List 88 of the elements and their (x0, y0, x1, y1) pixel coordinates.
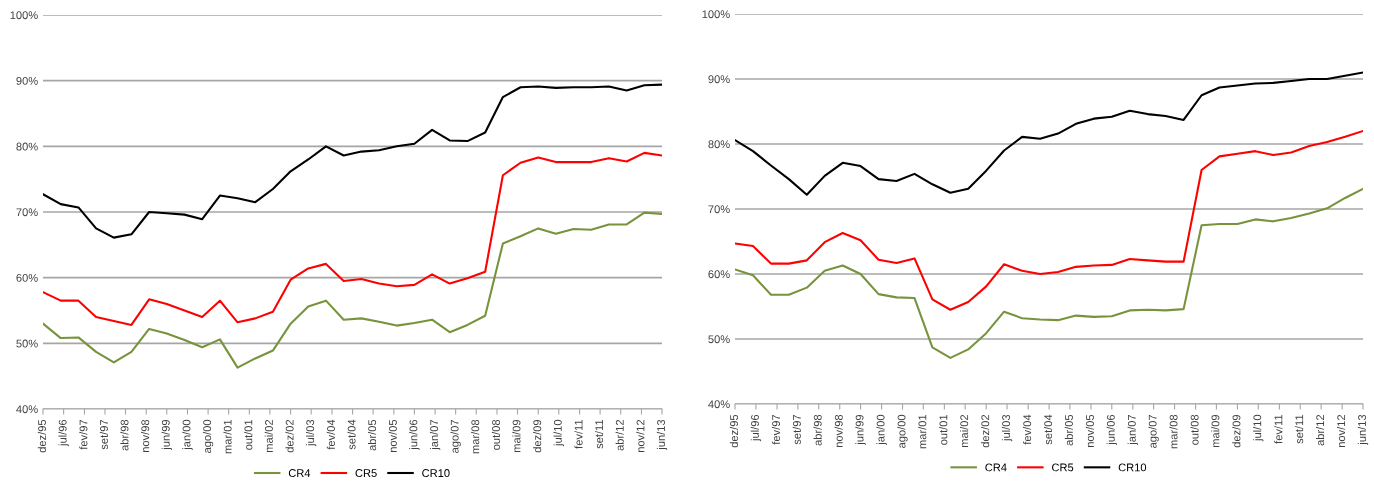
legend-label: CR5 (355, 469, 377, 477)
x-tick-label: nov/12 (1336, 414, 1346, 448)
line-series (735, 187, 1363, 359)
line-series (43, 151, 662, 326)
x-tick-label: abr/12 (1315, 414, 1325, 446)
x-tick-label: mai/02 (960, 414, 969, 448)
legend-label: CR4 (985, 463, 1007, 472)
y-tick-label: 50% (708, 335, 730, 344)
x-tick-label: out/08 (491, 419, 500, 450)
x-tick-label: out/08 (1190, 414, 1199, 445)
y-tick-label: 90% (16, 76, 38, 85)
x-tick-label: fev/97 (771, 414, 781, 445)
x-tick-label: ago/07 (1148, 414, 1159, 448)
x-tick-label: mai/09 (512, 419, 521, 453)
x-tick-label: mar/01 (223, 419, 232, 454)
y-tick-label: 80% (16, 142, 38, 151)
x-tick-label: jan/00 (182, 419, 193, 450)
x-tick-label: abr/98 (813, 414, 822, 446)
x-tick-label: dez/02 (285, 419, 294, 453)
x-tick-label: jun/06 (1106, 414, 1117, 445)
y-tick-label: 80% (708, 140, 730, 149)
x-tick-label: mai/02 (264, 419, 273, 453)
x-tick-label: fev/97 (79, 419, 88, 450)
x-tick-label: jun/99 (855, 414, 866, 445)
x-tick-label: nov/98 (834, 414, 843, 448)
x-tick-label: jun/06 (409, 419, 420, 450)
x-tick-label: nov/98 (141, 419, 150, 453)
y-tick-label: 70% (708, 205, 730, 214)
x-tick-label: jul/96 (750, 414, 762, 442)
x-tick-label: set/11 (594, 419, 604, 449)
x-tick-label: nov/05 (388, 419, 397, 453)
x-tick-label: set/04 (347, 419, 356, 450)
x-tick-label: nov/05 (1085, 414, 1094, 448)
x-tick-label: set/97 (99, 419, 108, 450)
x-tick-label: jul/10 (1253, 414, 1264, 442)
x-tick-label: set/97 (792, 414, 801, 445)
x-tick-label: mar/08 (1169, 414, 1178, 449)
x-tick-label: dez/95 (729, 414, 738, 448)
x-tick-label: jul/10 (553, 419, 564, 447)
y-tick-label: 40% (16, 405, 38, 414)
line-series (735, 129, 1363, 311)
y-tick-label: 40% (708, 400, 730, 409)
x-tick-label: abr/05 (367, 419, 377, 451)
y-tick-label: 100% (10, 11, 38, 20)
x-tick-label: jun/99 (161, 419, 172, 450)
x-tick-label: abr/98 (120, 419, 129, 451)
y-tick-label: 60% (16, 273, 38, 282)
x-tick-label: fev/04 (326, 419, 335, 450)
x-tick-label: jul/03 (1001, 414, 1013, 442)
y-tick-label: 90% (708, 75, 730, 84)
line-series (43, 211, 662, 369)
x-tick-label: jul/96 (58, 419, 69, 447)
legend-label: CR10 (422, 469, 450, 477)
x-tick-label: mar/01 (918, 414, 927, 449)
x-tick-label: dez/09 (1232, 414, 1241, 448)
line-series (43, 83, 662, 239)
x-tick-label: abr/12 (615, 419, 624, 451)
x-tick-label: jun/13 (656, 419, 668, 450)
x-tick-label: mar/08 (471, 419, 480, 454)
x-tick-label: jan/07 (429, 419, 441, 450)
x-tick-label: set/11 (1295, 414, 1304, 444)
x-tick-label: out/01 (939, 414, 948, 445)
y-tick-label: 100% (702, 10, 730, 19)
x-tick-label: ago/00 (202, 419, 214, 453)
y-tick-label: 70% (16, 208, 38, 217)
x-tick-label: fev/11 (574, 419, 583, 449)
line-series (735, 71, 1363, 196)
x-tick-label: nov/12 (636, 419, 645, 453)
x-tick-label: ago/00 (897, 414, 908, 448)
x-tick-label: jul/03 (305, 419, 317, 447)
x-tick-label: fev/11 (1274, 414, 1283, 444)
x-tick-label: jan/00 (876, 414, 887, 445)
x-tick-label: out/01 (244, 419, 253, 450)
x-tick-label: jan/07 (1127, 414, 1138, 445)
x-tick-label: dez/02 (981, 414, 990, 448)
x-tick-label: ago/07 (450, 419, 461, 453)
x-tick-label: fev/04 (1022, 414, 1032, 445)
x-tick-label: jun/13 (1357, 414, 1369, 445)
x-tick-label: set/04 (1043, 414, 1053, 445)
legend-label: CR4 (288, 469, 311, 477)
x-tick-label: dez/09 (533, 419, 542, 453)
y-tick-label: 50% (16, 339, 38, 348)
y-tick-label: 60% (708, 270, 730, 279)
x-tick-label: dez/95 (37, 419, 46, 453)
legend-label: CR10 (1118, 463, 1147, 472)
x-tick-label: mai/09 (1211, 414, 1220, 448)
legend-label: CR5 (1052, 463, 1074, 472)
x-tick-label: abr/05 (1064, 414, 1073, 446)
